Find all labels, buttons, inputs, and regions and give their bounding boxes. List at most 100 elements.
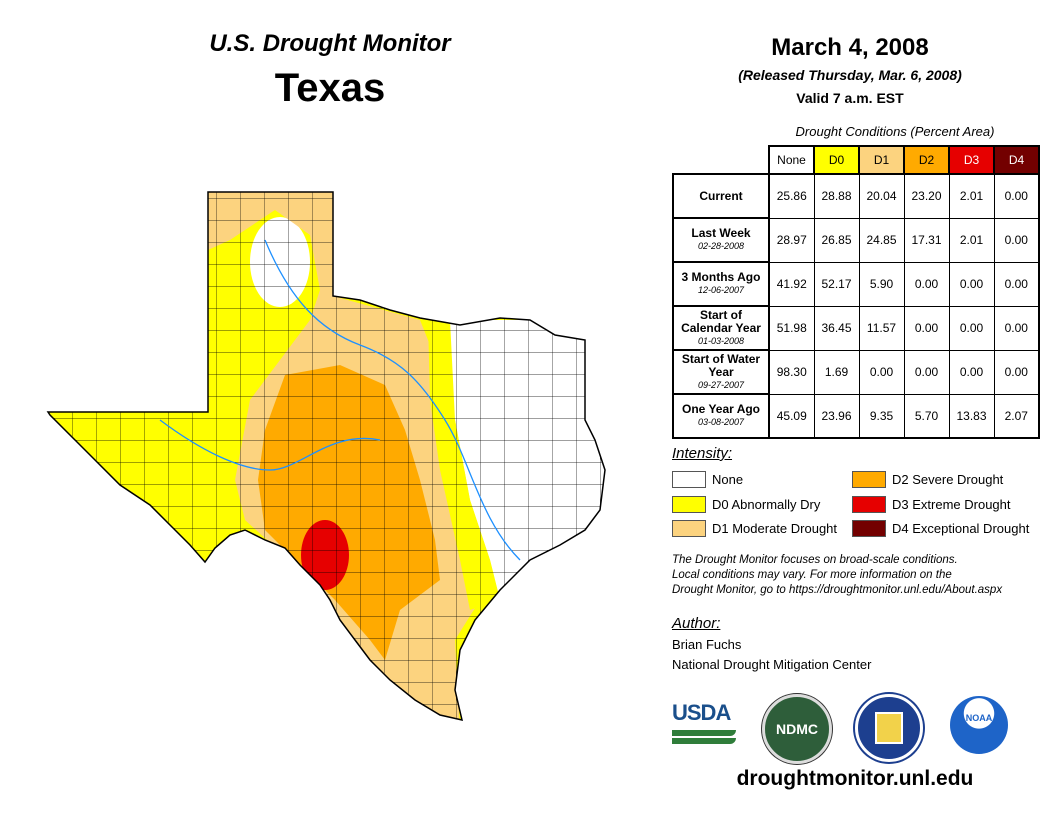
county-lines: [48, 192, 605, 720]
legend-swatch: [672, 496, 706, 513]
row-date: 02-28-2008: [697, 241, 745, 251]
table-cell: 0.00: [948, 305, 995, 351]
table-cell: 13.83: [948, 393, 995, 439]
table-cell: 26.85: [813, 217, 860, 263]
table-cell: 5.90: [858, 261, 905, 307]
table-row: 3 Months Ago 12-06-2007 41.92 52.17 5.90 0.00…: [672, 261, 1040, 307]
author-name: Brian Fuchs: [672, 637, 742, 652]
row-label: Current: [672, 173, 770, 219]
drought-conditions-table: None D0 D1 D2 D3 D4 Current 25.86 28.88 20.…: [672, 145, 1040, 439]
row-label-text: 3 Months Ago: [681, 270, 761, 284]
table-cell: 2.01: [948, 173, 995, 219]
table-row: Last Week 02-28-2008 28.97 26.85 24.85 17.31 2…: [672, 217, 1040, 263]
legend-swatch: [672, 520, 706, 537]
row-label: Last Week 02-28-2008: [672, 217, 770, 263]
river: [159, 419, 381, 471]
table-cell: 9.35: [858, 393, 905, 439]
map-subtitle: U.S. Drought Monitor: [209, 30, 451, 57]
table-cell: 25.86: [768, 173, 815, 219]
commerce-seal-logo: [855, 694, 923, 762]
row-label: Start of Calendar Year 01-03-2008: [672, 305, 770, 351]
legend-item: None: [672, 471, 743, 488]
table-cell: 0.00: [903, 349, 950, 395]
noaa-logo: NOAA: [950, 696, 1008, 754]
col-d0: D0: [813, 145, 860, 175]
table-cell: 98.30: [768, 349, 815, 395]
table-cell: 0.00: [903, 305, 950, 351]
col-d1: D1: [858, 145, 905, 175]
table-cell: 28.88: [813, 173, 860, 219]
map-date: March 4, 2008: [771, 34, 929, 61]
table-cell: 0.00: [993, 305, 1040, 351]
row-label-text: Current: [699, 188, 743, 203]
table-cell: 0.00: [948, 261, 995, 307]
col-d3: D3: [948, 145, 995, 175]
row-date: 01-03-2008: [697, 335, 745, 346]
legend-item: D2 Severe Drought: [852, 471, 1003, 488]
river: [264, 239, 521, 561]
legend-swatch: [672, 471, 706, 488]
table-cell: 52.17: [813, 261, 860, 307]
table-cell: 2.07: [993, 393, 1040, 439]
legend-swatch: [852, 496, 886, 513]
usda-logo: USDA: [672, 700, 736, 748]
author-title: Author:: [672, 615, 721, 632]
row-label: One Year Ago 03-08-2007: [672, 393, 770, 439]
table-row: Start of Calendar Year 01-03-2008 51.98 36.…: [672, 305, 1040, 351]
table-cell: 0.00: [993, 261, 1040, 307]
table-row: One Year Ago 03-08-2007 45.09 23.96 9.35 5.70…: [672, 393, 1040, 439]
table-cell: 0.00: [858, 349, 905, 395]
legend-label: D2 Severe Drought: [892, 472, 1004, 487]
legend-item: D3 Extreme Drought: [852, 496, 1011, 513]
valid-time: Valid 7 a.m. EST: [796, 90, 904, 106]
table-cell: 1.69: [813, 349, 860, 395]
row-date: 09-27-2007: [697, 379, 745, 390]
footer-url[interactable]: droughtmonitor.unl.edu: [736, 767, 974, 790]
table-cell: 0.00: [903, 261, 950, 307]
note-line: Drought Monitor, go to https://droughtmo…: [672, 584, 1003, 596]
table-cell: 5.70: [903, 393, 950, 439]
row-label-text: Last Week: [691, 226, 751, 240]
table-cell: 0.00: [993, 173, 1040, 219]
table-cell: 23.20: [903, 173, 950, 219]
row-label-text: One Year Ago: [681, 402, 761, 416]
state-title: Texas: [274, 66, 386, 110]
texas-drought-map: [47, 191, 606, 721]
legend-label: D0 Abnormally Dry: [712, 497, 821, 512]
legend-label: D4 Exceptional Drought: [892, 521, 1030, 536]
author-org: National Drought Mitigation Center: [672, 657, 872, 672]
table-cell: 28.97: [768, 217, 815, 263]
table-cell: 24.85: [858, 217, 905, 263]
legend-item: D1 Moderate Drought: [672, 520, 837, 537]
table-cell: 0.00: [993, 217, 1040, 263]
ndmc-logo: NDMC: [762, 694, 832, 764]
table-cell: 20.04: [858, 173, 905, 219]
col-d2: D2: [903, 145, 950, 175]
col-none: None: [768, 145, 815, 175]
table-cell: 17.31: [903, 217, 950, 263]
legend-swatch: [852, 471, 886, 488]
table-cell: 11.57: [858, 305, 905, 351]
table-cell: 51.98: [768, 305, 815, 351]
note-line: The Drought Monitor focuses on broad-sca…: [672, 554, 958, 566]
release-date: (Released Thursday, Mar. 6, 2008): [738, 67, 962, 83]
table-row: Current 25.86 28.88 20.04 23.20 2.01 0.00: [672, 173, 1040, 219]
legend-item: D0 Abnormally Dry: [672, 496, 820, 513]
disclaimer-note: The Drought Monitor focuses on broad-sca…: [672, 553, 1032, 598]
legend-label: None: [712, 472, 744, 487]
table-cell: 23.96: [813, 393, 860, 439]
row-date: 03-08-2007: [697, 417, 745, 427]
row-label: 3 Months Ago 12-06-2007: [672, 261, 770, 307]
row-label: Start of Water Year 09-27-2007: [672, 349, 770, 395]
table-cell: 36.45: [813, 305, 860, 351]
table-cell: 41.92: [768, 261, 815, 307]
legend-title: Intensity:: [672, 445, 733, 462]
row-label-text: Start of Calendar Year: [681, 307, 761, 335]
table-cell: 45.09: [768, 393, 815, 439]
legend-item: D4 Exceptional Drought: [852, 520, 1029, 537]
row-date: 12-06-2007: [697, 285, 745, 295]
table-cell: 0.00: [993, 349, 1040, 395]
row-label-text: Start of Water Year: [681, 351, 761, 379]
note-line: Local conditions may vary. For more info…: [672, 569, 952, 581]
